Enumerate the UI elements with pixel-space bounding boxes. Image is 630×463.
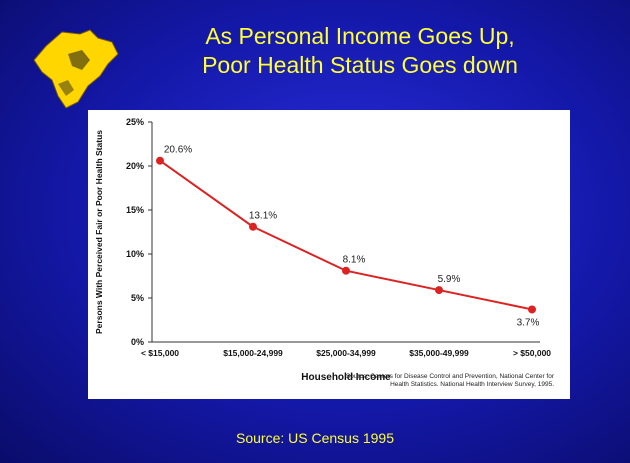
- x-tick-label: $15,000-24,999: [223, 348, 283, 358]
- slide-title-line-1: As Personal Income Goes Up,: [205, 23, 515, 49]
- chart-source-line-1: Source: Centers for Disease Control and …: [345, 373, 554, 380]
- x-tick-label: $35,000-49,999: [409, 348, 469, 358]
- data-point: [528, 305, 536, 314]
- y-tick-label: 20%: [126, 161, 144, 171]
- data-label: 5.9%: [438, 274, 461, 285]
- hawaii-island-logo: [33, 29, 119, 109]
- y-axis-label: Persons With Perceived Fair or Poor Heal…: [94, 130, 104, 334]
- x-tick-label: < $15,000: [141, 348, 179, 358]
- data-label: 13.1%: [249, 211, 277, 222]
- line-chart: 0% 5% 10% 15% 20% 25% < $15,000 $15,000-24,999 $…: [94, 117, 551, 383]
- slide-title: As Personal Income Goes Up, Poor Health …: [130, 22, 590, 80]
- data-label: 8.1%: [343, 255, 366, 266]
- slide-title-line-2: Poor Health Status Goes down: [202, 52, 518, 78]
- data-label: 20.6%: [164, 145, 192, 156]
- y-tick-label: 10%: [126, 249, 144, 259]
- y-tick-label: 5%: [131, 293, 144, 303]
- x-tick-label: $25,000-34,999: [316, 348, 376, 358]
- data-point: [249, 222, 257, 231]
- x-axis-label: Household Income: [301, 372, 391, 383]
- y-tick-label: 0%: [131, 337, 144, 347]
- chart-source-note: Source: Centers for Disease Control and …: [254, 373, 554, 389]
- chart-panel: 0% 5% 10% 15% 20% 25% < $15,000 $15,000-24,999 $…: [88, 110, 570, 399]
- y-tick-label: 25%: [126, 117, 144, 127]
- x-tick-label: > $50,000: [513, 348, 551, 358]
- data-point: [435, 286, 443, 295]
- data-point: [156, 156, 164, 165]
- footer-source: Source: US Census 1995: [236, 430, 394, 446]
- island-icon: [33, 29, 119, 109]
- y-tick-label: 15%: [126, 205, 144, 215]
- data-label: 3.7%: [517, 317, 540, 328]
- series-line: [159, 159, 533, 311]
- chart-source-line-2: Health Statistics. National Health Inter…: [390, 381, 554, 388]
- data-point: [342, 266, 350, 275]
